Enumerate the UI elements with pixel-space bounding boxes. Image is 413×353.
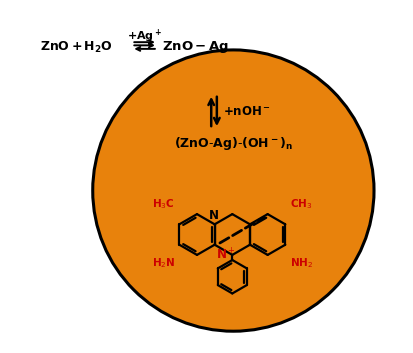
- Circle shape: [93, 50, 373, 331]
- Text: $\mathbf{ZnO-Ag}$: $\mathbf{ZnO-Ag}$: [161, 39, 229, 55]
- Text: $\mathbf{(ZnO\text{-}Ag)\text{-}(OH^-)_n}$: $\mathbf{(ZnO\text{-}Ag)\text{-}(OH^-)_n…: [173, 134, 292, 151]
- Text: N$^+$: N$^+$: [215, 247, 235, 263]
- Text: N: N: [209, 209, 218, 222]
- Text: H$_3$C: H$_3$C: [152, 197, 175, 211]
- Text: H$_2$N: H$_2$N: [151, 256, 175, 270]
- Text: NH$_2$: NH$_2$: [289, 256, 312, 270]
- Text: $\mathbf{ZnO + H_2O}$: $\mathbf{ZnO + H_2O}$: [40, 40, 113, 55]
- Text: CH$_3$: CH$_3$: [289, 197, 311, 211]
- Text: $\mathbf{+Ag^+}$: $\mathbf{+Ag^+}$: [127, 28, 162, 45]
- Text: $\mathbf{+nOH^-}$: $\mathbf{+nOH^-}$: [222, 105, 270, 118]
